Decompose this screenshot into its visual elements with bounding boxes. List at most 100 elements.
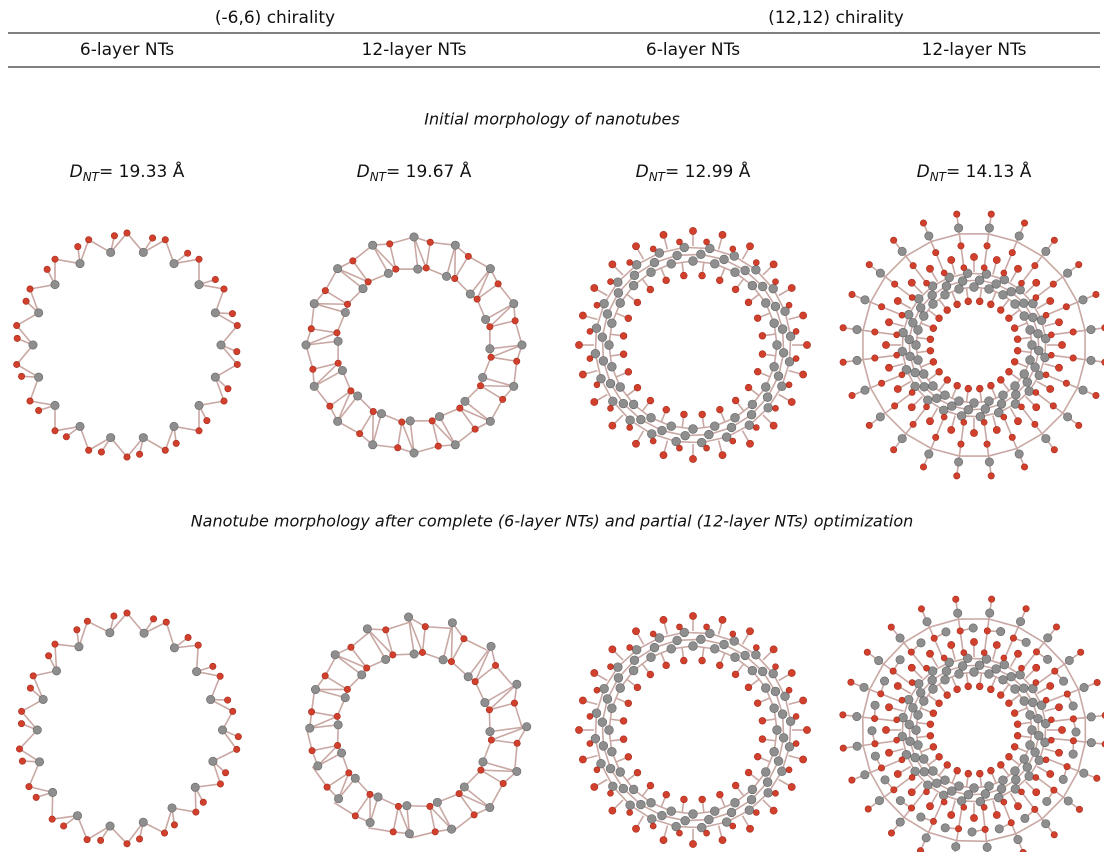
bond [929,619,958,627]
bond [491,357,517,361]
atom [608,397,617,406]
atom [607,279,613,285]
atom [647,429,656,438]
atom [106,433,114,441]
atom [49,816,55,822]
atom [607,319,616,328]
atom [988,211,994,217]
atom [785,357,794,366]
atom [1006,368,1013,375]
atom [478,373,486,381]
atom [499,396,505,402]
atom [52,256,58,262]
atom [753,425,759,431]
atom [235,733,241,739]
atom [896,818,904,826]
atom [849,777,855,783]
atom [947,402,956,411]
atom [942,282,951,291]
atom [800,756,807,763]
atom [599,356,608,365]
atom [324,784,330,790]
atom [461,397,469,405]
atom [598,718,607,727]
atom [609,422,616,429]
bond [481,770,503,783]
atom [429,418,435,424]
atom [192,667,200,675]
bond [957,841,987,842]
atom [634,684,641,691]
atom [919,755,928,764]
bond [325,291,347,305]
atom [929,767,938,776]
atom [1011,390,1020,399]
atom [1077,649,1083,655]
atom [754,700,761,707]
atom [124,841,130,847]
atom [882,726,889,733]
atom [731,653,740,662]
atom [720,255,729,264]
atom [919,312,928,321]
atom [689,455,696,462]
atom [689,425,698,434]
atom [1018,280,1024,286]
bond [904,627,930,642]
atom [632,440,639,447]
atom [609,646,616,653]
atom [625,315,632,322]
atom [84,836,90,842]
atom [1009,249,1015,255]
atom [1087,713,1095,721]
atom [747,410,756,419]
atom [993,811,1000,818]
atom [965,385,972,392]
atom [452,275,458,281]
atom [710,807,719,816]
atom [786,767,792,773]
atom [479,758,487,766]
atom [995,825,1003,833]
atom [1021,464,1027,470]
atom [634,384,641,391]
atom [964,790,973,799]
atom [681,411,688,418]
atom [770,362,779,371]
atom [629,785,638,794]
atom [1044,634,1052,642]
atom [234,348,240,354]
atom [910,421,916,427]
bond [368,828,393,832]
atom [1064,797,1072,805]
atom [1014,803,1021,810]
atom [931,635,937,641]
atom [1050,403,1056,409]
atom [111,613,117,619]
atom [788,284,795,291]
atom [629,400,638,409]
atom [909,680,915,686]
atom [1020,755,1029,764]
atom [732,286,739,293]
bond [398,422,402,448]
atom [627,810,633,816]
atom [335,360,341,366]
atom [1031,363,1040,372]
atom [419,649,425,655]
atom [1011,775,1020,784]
atom [922,834,930,842]
atom [771,687,780,696]
atom [427,803,433,809]
atom [704,445,710,451]
atom [410,449,418,457]
atom [1051,447,1057,453]
atom [1064,763,1070,769]
atom [139,818,147,826]
atom [961,804,967,810]
atom [774,372,783,381]
atom [647,397,654,404]
atom [209,757,217,765]
bond [454,815,474,830]
atom [908,404,915,411]
